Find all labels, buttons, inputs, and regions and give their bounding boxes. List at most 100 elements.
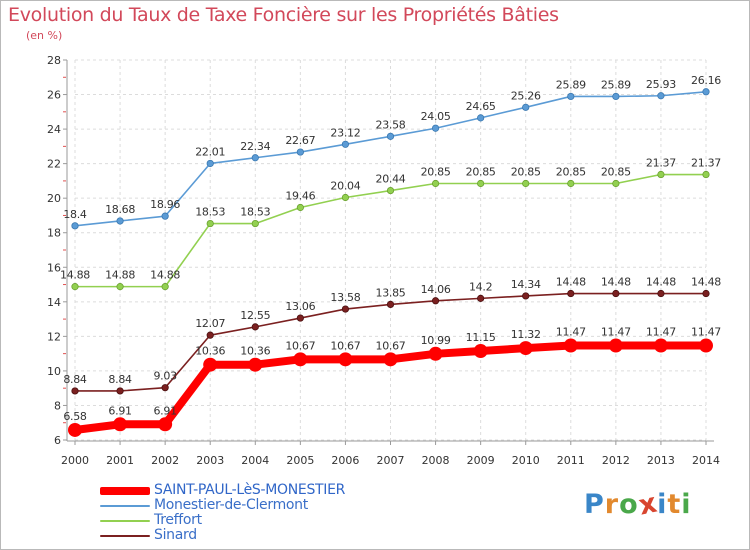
y-tick-label: 18: [47, 227, 61, 240]
x-tick-label: 2014: [692, 454, 720, 467]
data-label: 12.07: [195, 317, 225, 330]
data-label: 10.67: [376, 339, 406, 352]
x-tick-label: 2009: [467, 454, 495, 467]
data-label: 20.85: [466, 166, 496, 179]
data-label: 14.48: [646, 276, 676, 289]
data-label: 23.58: [376, 118, 406, 131]
legend-item: Monestier-de-Clermont: [100, 498, 345, 513]
data-point: [386, 300, 395, 309]
data-point: [116, 283, 124, 291]
x-tick-label: 2000: [61, 454, 89, 467]
data-point: [477, 179, 485, 188]
data-label: 10.99: [421, 334, 451, 347]
legend-item: Treffort: [100, 513, 345, 528]
y-tick-label: 26: [47, 89, 61, 102]
data-point: [702, 88, 710, 96]
x-tick-label: 2013: [647, 454, 675, 467]
data-label: 14.88: [150, 269, 180, 282]
data-point: [431, 124, 440, 132]
data-label: 14.34: [511, 278, 541, 291]
legend-swatch: [100, 534, 150, 537]
data-label: 18.4: [63, 208, 87, 221]
data-label: 14.48: [691, 276, 721, 289]
data-point: [522, 292, 530, 300]
data-point: [206, 331, 214, 339]
y-tick-label: 8: [54, 399, 61, 412]
data-label: 22.67: [285, 134, 315, 147]
data-point: [293, 352, 308, 367]
x-tick-label: 2003: [196, 454, 224, 467]
data-label: 26.16: [691, 74, 721, 87]
data-point: [431, 297, 440, 305]
data-point: [161, 384, 169, 392]
data-point: [518, 341, 533, 356]
data-label: 14.48: [556, 276, 586, 289]
data-point: [206, 159, 214, 168]
data-label: 21.37: [646, 157, 676, 170]
data-label: 24.65: [466, 100, 496, 113]
data-point: [608, 338, 623, 353]
data-label: 11.47: [646, 326, 676, 339]
data-label: 10.67: [285, 339, 315, 352]
data-label: 18.53: [195, 206, 225, 219]
data-point: [341, 193, 350, 202]
data-label: 11.47: [556, 326, 586, 339]
data-label: 22.34: [240, 140, 270, 153]
data-point: [612, 92, 620, 101]
data-point: [612, 289, 620, 298]
data-point: [341, 305, 350, 313]
y-tick-label: 22: [47, 158, 61, 171]
data-point: [657, 92, 665, 100]
legend-label: Sinard: [154, 527, 197, 543]
data-point: [699, 338, 713, 353]
data-label: 14.88: [105, 269, 135, 282]
data-label: 24.05: [421, 110, 451, 123]
x-tick-label: 2012: [602, 454, 630, 467]
legend-label: Monestier-de-Clermont: [154, 497, 308, 513]
data-label: 19.46: [285, 190, 315, 203]
data-point: [296, 148, 304, 156]
legend-label: Treffort: [154, 512, 202, 528]
chart-title: Evolution du Taux de Taxe Foncière sur l…: [8, 4, 559, 26]
data-point: [296, 203, 304, 212]
data-label: 6.58: [63, 410, 87, 423]
data-point: [251, 323, 259, 331]
data-label: 6.91: [108, 404, 131, 417]
data-label: 14.48: [601, 276, 631, 289]
x-tick-label: 2011: [557, 454, 585, 467]
data-label: 20.85: [421, 166, 451, 179]
data-label: 6.91: [153, 404, 176, 417]
data-label: 13.06: [285, 300, 315, 313]
data-point: [161, 212, 169, 220]
data-point: [68, 422, 82, 437]
x-tick-label: 2005: [286, 454, 314, 467]
data-point: [296, 314, 304, 322]
data-point: [203, 357, 218, 372]
data-point: [473, 344, 488, 359]
y-tick-label: 14: [47, 296, 61, 309]
data-point: [567, 179, 575, 188]
data-point: [702, 289, 710, 298]
data-label: 10.36: [195, 345, 225, 358]
x-tick-label: 2007: [377, 454, 405, 467]
data-label: 20.85: [511, 166, 541, 179]
data-label: 25.26: [511, 89, 541, 102]
data-label: 25.89: [556, 78, 586, 91]
y-tick-label: 10: [47, 365, 61, 378]
x-tick-label: 2004: [241, 454, 269, 467]
x-tick-label: 2008: [422, 454, 450, 467]
legend-label: SAINT-PAUL-LèS-MONESTIER: [154, 482, 346, 498]
data-point: [248, 357, 263, 372]
data-label: 21.37: [691, 157, 721, 170]
data-label: 14.2: [469, 280, 492, 293]
data-label: 12.55: [240, 309, 270, 322]
data-point: [251, 154, 259, 162]
data-label: 23.12: [330, 126, 360, 139]
data-label: 20.44: [376, 173, 406, 186]
data-label: 14.88: [60, 269, 90, 282]
data-point: [338, 352, 353, 367]
data-point: [71, 283, 79, 291]
x-tick-label: 2010: [512, 454, 540, 467]
data-point: [161, 283, 169, 291]
